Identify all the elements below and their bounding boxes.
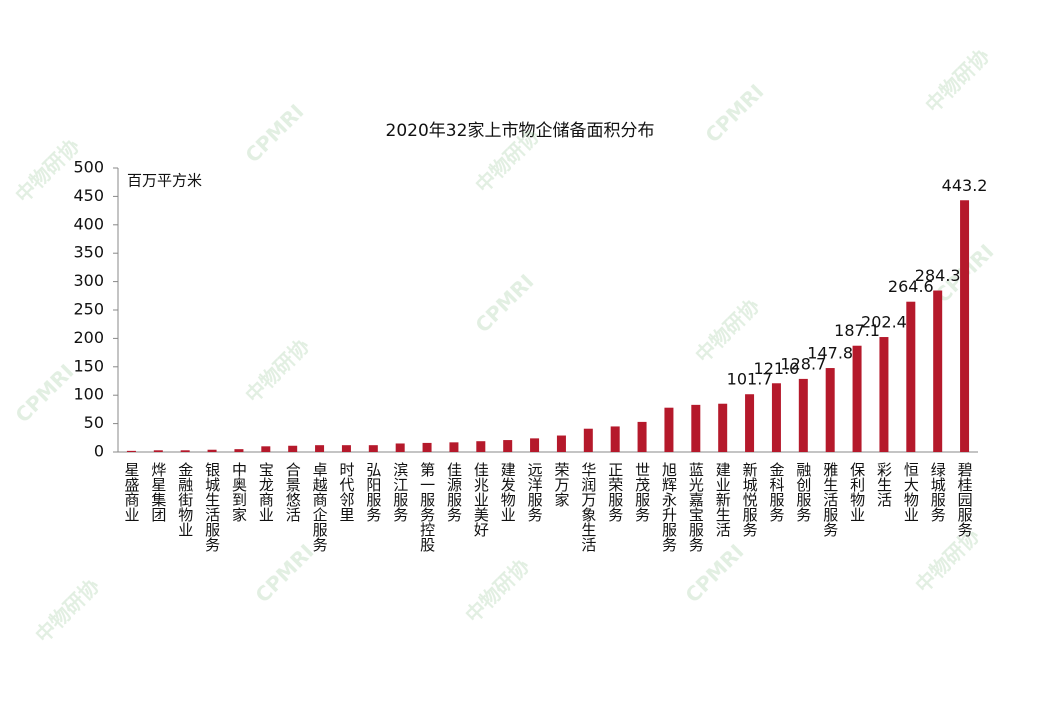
y-tick-label: 50 (84, 413, 104, 432)
x-tick-label: 合景悠活 (284, 462, 302, 522)
y-tick-label: 250 (73, 300, 104, 319)
y-tick-label: 150 (73, 356, 104, 375)
bar (933, 290, 943, 452)
x-tick-label: 世茂服务 (633, 462, 651, 523)
watermark: CPMRI (240, 99, 308, 167)
bar (234, 449, 244, 452)
x-tick-label: 华润万象生活 (579, 462, 597, 552)
bar (368, 445, 378, 452)
bar (664, 407, 674, 452)
watermark: 中物研协 (920, 44, 994, 118)
watermark: CPMRI (250, 539, 318, 607)
x-tick-label: 雅生活服务 (821, 462, 839, 538)
x-tick-label: 绿城服务 (929, 462, 947, 523)
x-tick-label: 宝龙商业 (257, 462, 275, 522)
x-tick-label: 荣万家 (552, 462, 570, 507)
data-label: 121.0 (754, 359, 800, 378)
bar (879, 337, 889, 452)
bar (852, 345, 862, 452)
data-label: 443.2 (942, 176, 988, 195)
x-tick-label: 碧桂园服务 (956, 462, 974, 538)
data-label: 202.4 (861, 313, 907, 332)
x-tick-label: 烨星集团 (149, 462, 167, 522)
bar (637, 421, 647, 452)
x-tick-label: 金科服务 (767, 462, 785, 523)
bar (126, 450, 136, 452)
bar (825, 368, 835, 452)
bar (960, 200, 970, 452)
x-tick-label: 建发物业 (499, 462, 517, 522)
bar (771, 383, 781, 452)
bar (798, 378, 808, 452)
bar (341, 445, 351, 452)
bar (261, 446, 271, 452)
bar (503, 440, 513, 452)
bar (449, 442, 459, 452)
bar (422, 442, 432, 452)
chart-title: 2020年32家上市物企储备面积分布 (386, 121, 655, 141)
bar (153, 450, 163, 452)
y-tick-label: 200 (73, 328, 104, 347)
watermark: CPMRI (10, 359, 78, 427)
watermark: 中物研协 (690, 294, 764, 368)
y-tick-label: 0 (94, 442, 104, 461)
y-tick-label: 500 (73, 158, 104, 177)
bar (718, 403, 728, 452)
y-tick-label: 100 (73, 385, 104, 404)
x-tick-label: 中奥到家 (230, 462, 248, 522)
bar (691, 404, 701, 452)
x-tick-label: 保利物业 (848, 462, 866, 522)
x-tick-label: 旭辉永升服务 (660, 462, 678, 553)
y-tick-label: 350 (73, 243, 104, 262)
bar (315, 445, 325, 452)
x-tick-label: 佳兆业美好 (472, 462, 490, 538)
data-label: 284.3 (915, 266, 961, 285)
data-label: 187.1 (834, 321, 880, 340)
x-tick-label: 彩生活 (875, 462, 893, 507)
x-tick-label: 时代邻里 (337, 462, 355, 522)
bar (906, 301, 916, 452)
data-label: 147.8 (807, 344, 853, 363)
x-tick-label: 恒大物业 (902, 462, 920, 522)
x-tick-label: 卓越商企服务 (311, 462, 329, 553)
y-tick-label: 300 (73, 271, 104, 290)
data-label: 128.7 (780, 354, 826, 373)
watermark: CPMRI (700, 79, 768, 147)
bar (395, 443, 405, 452)
watermark: 中物研协 (240, 334, 314, 408)
data-label: 101.7 (727, 370, 773, 389)
x-tick-label: 星盛商业 (122, 462, 140, 522)
data-label: 264.6 (888, 277, 934, 296)
x-tick-label: 建业新生活 (714, 462, 732, 537)
bar (556, 435, 566, 452)
x-tick-label: 佳源服务 (445, 462, 463, 523)
x-tick-label: 弘阳服务 (364, 462, 382, 523)
x-tick-label: 远洋服务 (526, 462, 544, 523)
x-tick-label: 新城悦服务 (741, 462, 759, 538)
bar (476, 441, 486, 452)
y-tick-label: 400 (73, 214, 104, 233)
bar (745, 394, 755, 452)
bar (530, 438, 540, 452)
bar (180, 450, 190, 452)
x-tick-label: 银城生活服务 (203, 462, 221, 553)
x-tick-label: 金融街物业 (176, 462, 194, 537)
x-tick-label: 滨江服务 (391, 462, 409, 523)
watermark: 中物研协 (30, 574, 104, 648)
bar (583, 428, 593, 452)
bar (288, 445, 298, 452)
y-tick-label: 450 (73, 186, 104, 205)
bar (207, 449, 217, 452)
x-tick-label: 第一服务控股 (418, 461, 436, 553)
watermark: 中物研协 (460, 554, 534, 628)
x-tick-label: 正荣服务 (606, 462, 624, 523)
x-tick-label: 融创服务 (794, 462, 812, 523)
bar (610, 426, 620, 452)
x-tick-label: 蓝光嘉宝服务 (687, 462, 705, 553)
y-axis-label: 百万平方米 (127, 172, 202, 190)
watermark: CPMRI (470, 269, 538, 337)
